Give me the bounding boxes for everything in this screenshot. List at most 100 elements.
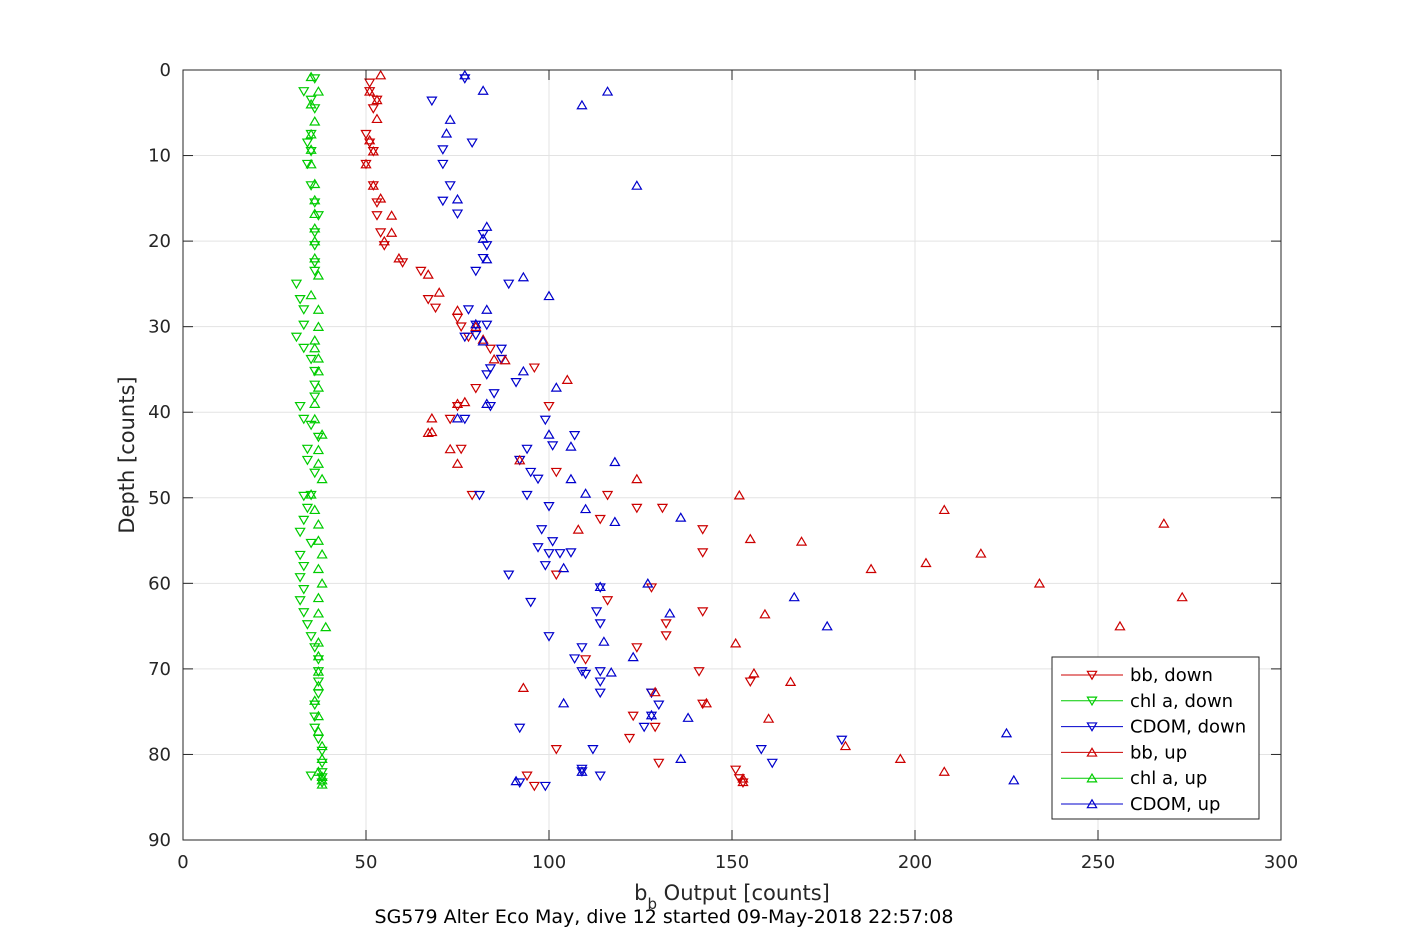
data-point xyxy=(495,344,508,355)
data-point xyxy=(309,178,321,189)
data-point xyxy=(312,677,325,688)
y-axis-label: Depth [counts] xyxy=(115,376,139,533)
data-point xyxy=(385,227,398,237)
data-point xyxy=(444,443,456,454)
data-point xyxy=(312,535,325,545)
data-point xyxy=(360,129,372,140)
data-point xyxy=(762,713,775,723)
series-chl-a-up xyxy=(305,71,332,789)
data-point xyxy=(730,637,742,648)
data-point xyxy=(495,354,508,365)
data-point xyxy=(309,504,321,515)
data-point xyxy=(543,632,555,642)
data-point xyxy=(309,723,321,734)
data-point xyxy=(503,279,515,290)
data-point xyxy=(437,159,449,170)
data-point xyxy=(316,768,328,778)
data-point xyxy=(312,365,325,376)
data-point xyxy=(517,365,530,376)
data-point xyxy=(528,781,541,792)
y-tick-label: 30 xyxy=(148,317,171,338)
data-point xyxy=(298,561,310,572)
data-point xyxy=(305,95,317,106)
data-point xyxy=(378,235,390,246)
data-point xyxy=(309,700,321,711)
data-point xyxy=(759,608,771,619)
data-point xyxy=(309,235,321,246)
data-point xyxy=(631,180,643,190)
data-point xyxy=(631,473,643,484)
data-point xyxy=(499,354,511,365)
data-point xyxy=(312,563,325,574)
data-point xyxy=(309,366,321,377)
data-point xyxy=(470,266,482,277)
data-point xyxy=(561,374,573,384)
data-point xyxy=(451,193,464,204)
data-point xyxy=(301,455,314,466)
data-point xyxy=(290,279,303,290)
y-tick-label: 80 xyxy=(148,744,171,765)
data-point xyxy=(316,774,328,785)
data-point xyxy=(360,158,372,169)
data-point xyxy=(305,158,317,169)
data-point xyxy=(444,414,456,425)
x-tick-label: 150 xyxy=(715,852,749,873)
legend-item: bb, down xyxy=(1061,665,1213,686)
data-point xyxy=(510,775,522,786)
data-point xyxy=(312,352,325,363)
legend-item: CDOM, down xyxy=(1061,717,1246,738)
data-point xyxy=(316,746,328,757)
data-point xyxy=(371,113,383,124)
data-point xyxy=(653,758,665,769)
x-tick-label: 200 xyxy=(898,852,932,873)
data-point xyxy=(466,138,478,149)
data-point xyxy=(594,619,606,629)
data-point xyxy=(477,233,489,243)
data-point xyxy=(470,383,482,394)
data-point xyxy=(312,726,325,736)
data-point xyxy=(576,766,588,776)
data-point xyxy=(312,710,325,721)
data-point xyxy=(565,473,577,484)
data-point xyxy=(440,127,453,138)
data-point xyxy=(316,740,328,751)
data-point xyxy=(605,666,617,677)
data-point xyxy=(309,413,321,424)
legend: bb, down chl a, down CDOM, down bb, up chl a… xyxy=(1051,656,1260,820)
data-point xyxy=(609,456,621,467)
data-point xyxy=(481,370,493,380)
y-axis-ticks: 0 10 20 30 40 50 60 70 80 90 xyxy=(148,60,1281,851)
data-point xyxy=(656,503,669,514)
data-point xyxy=(459,396,471,407)
data-point xyxy=(462,305,475,315)
data-point xyxy=(514,454,526,465)
data-point xyxy=(532,543,544,553)
data-point xyxy=(301,159,314,170)
data-point xyxy=(371,198,383,208)
chart-title: SG579 Alter Eco May, dive 12 started 09-… xyxy=(375,906,954,928)
data-point xyxy=(305,771,317,782)
data-point xyxy=(305,144,317,154)
data-point xyxy=(638,722,650,733)
data-point xyxy=(309,392,321,403)
data-point xyxy=(415,266,427,277)
data-point xyxy=(594,667,606,677)
data-point xyxy=(700,697,713,708)
data-point xyxy=(466,490,478,501)
data-point xyxy=(631,503,643,514)
legend-marker xyxy=(1086,696,1098,707)
legend-item: bb, up xyxy=(1061,742,1187,763)
data-point xyxy=(294,550,306,561)
data-point xyxy=(481,398,493,408)
data-point xyxy=(294,527,306,538)
data-point xyxy=(301,503,314,514)
data-point xyxy=(396,258,409,268)
data-point xyxy=(865,563,877,574)
data-point xyxy=(316,753,328,764)
data-point xyxy=(305,490,317,501)
data-point xyxy=(525,597,537,608)
data-point xyxy=(312,270,325,280)
data-point xyxy=(309,222,321,233)
data-point xyxy=(426,96,438,107)
